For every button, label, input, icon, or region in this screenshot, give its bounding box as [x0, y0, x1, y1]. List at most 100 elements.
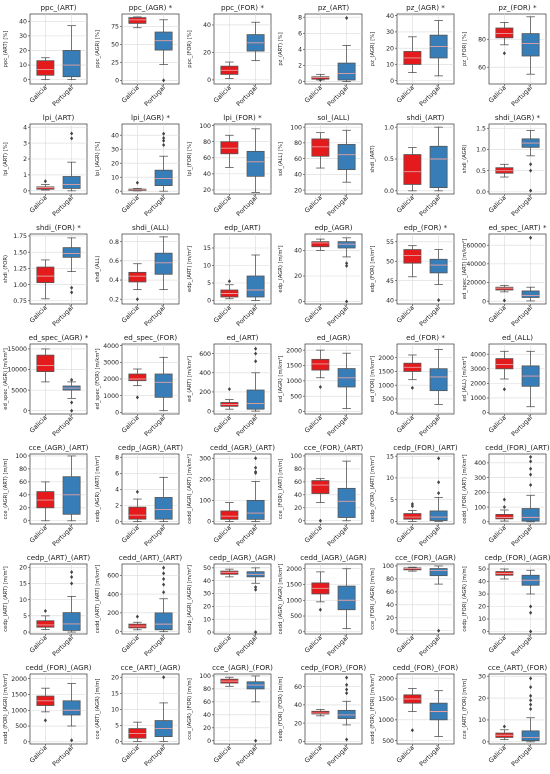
- boxplot-panel: cedp_(FOR)_(ART) 0 5 10 15 cedp_(FOR)_(ART) […: [370, 443, 458, 548]
- box-portugal: [521, 508, 540, 522]
- outlier-point: [437, 456, 441, 461]
- x-category-label: Portugal: [143, 524, 168, 549]
- y-tick-label: 10: [19, 62, 27, 69]
- x-category-label: Galicia: [120, 194, 141, 215]
- y-tick-label: 10: [478, 616, 486, 623]
- x-category-label: Galicia: [28, 304, 49, 325]
- outlier-point: [70, 400, 74, 405]
- outlier-point: [318, 77, 322, 82]
- y-tick-label: 0: [482, 298, 486, 305]
- box-portugal: [337, 585, 356, 611]
- y-tick-label: 60: [386, 589, 394, 596]
- y-tick-label: 1.50: [13, 249, 27, 256]
- y-tick-label: 0: [115, 519, 119, 526]
- box-portugal: [521, 33, 540, 57]
- x-category-label: Galicia: [28, 84, 49, 105]
- outlier-point: [529, 693, 533, 698]
- panel-title: lpi_(ART): [43, 113, 75, 122]
- outlier-point: [227, 387, 231, 392]
- outlier-point: [43, 718, 47, 723]
- box-galicia: [403, 513, 422, 520]
- y-tick-label: 0.4: [109, 277, 119, 284]
- y-tick-label: 60000: [466, 242, 486, 249]
- y-tick-label: 0.75: [13, 298, 27, 305]
- y-tick-label: 40: [386, 297, 394, 304]
- boxplot-panel: pz_(FOR) * 60 80 pz_(FOR) [%] Galicia Portuga…: [462, 3, 547, 108]
- x-category-label: Portugal: [51, 524, 76, 549]
- y-axis-label: cce_(ART)_(FOR) [m/m]: [462, 679, 468, 739]
- box-portugal: [154, 612, 173, 631]
- panel-title: cedd_(FOR)_(ART): [485, 443, 550, 452]
- y-tick-label: 1000: [103, 393, 119, 400]
- box-portugal: [429, 145, 448, 189]
- boxplot-panel: ppc_(FOR) * 0 20 40 ppc_(FOR) [%] Galicia Port…: [187, 3, 272, 108]
- box-portugal: [154, 252, 173, 275]
- boxplot-panel: cce_(FOR)_(AGR) 0 20 40 60 80 100 cce_(FOR)_(AG…: [370, 553, 456, 658]
- y-tick-label: 25: [111, 60, 119, 67]
- outlier-point: [227, 279, 231, 284]
- y-axis-label: sol_(ALL) [%]: [278, 142, 284, 176]
- outlier-point: [529, 610, 533, 615]
- boxplot-panel: shdi_(ART) 0.0 0.5 1.0 shdi_(ART) Galicia Port…: [370, 113, 455, 218]
- y-tick-label: 10: [111, 174, 119, 181]
- y-tick-label: 50: [478, 566, 486, 573]
- box-portugal: [429, 258, 448, 274]
- y-tick-label: 10: [386, 475, 394, 482]
- y-tick-label: 50: [111, 42, 119, 49]
- boxplot-panel: lpi_(ART) 0 1 2 3 4 lpi_(ART) [%] Galicia Portug…: [3, 113, 88, 218]
- y-tick-label: 0: [298, 299, 302, 306]
- box-portugal: [246, 275, 265, 298]
- y-tick-label: 0: [207, 629, 211, 636]
- x-category-label: Portugal: [418, 634, 443, 659]
- x-category-label: Galicia: [487, 634, 508, 655]
- y-tick-label: 1.75: [13, 233, 27, 240]
- y-tick-label: 1000: [286, 597, 302, 604]
- outlier-point: [70, 574, 74, 579]
- boxplot-panel: cedd_(FOR)_(FOR) 500 1000 1500 2000cedd_(FOR…: [370, 663, 458, 768]
- y-tick-label: 8: [298, 14, 302, 21]
- y-tick-label: 40: [203, 712, 211, 719]
- x-category-label: Portugal: [418, 304, 443, 329]
- y-axis-label: ed_(ALL) [m/km²]: [462, 356, 468, 401]
- y-tick-label: 20: [203, 725, 211, 732]
- y-axis-label: ppc_(ART) [%]: [3, 31, 9, 68]
- x-category-label: Portugal: [418, 744, 443, 769]
- y-tick-label: 100: [290, 453, 302, 460]
- x-category-label: Galicia: [212, 304, 233, 325]
- x-category-label: Portugal: [143, 414, 168, 439]
- y-tick-label: 1.0: [476, 147, 486, 154]
- box-galicia: [311, 241, 330, 248]
- box-galicia: [495, 27, 514, 39]
- y-tick-label: 100: [15, 453, 27, 460]
- y-axis-label: cedp_(FOR)_(ART) [m/m²]: [370, 456, 376, 522]
- panel-title: cce_(AGR)_(ART): [29, 443, 89, 452]
- panel-title: ppc_(AGR) *: [129, 3, 173, 12]
- y-tick-label: 20: [478, 695, 486, 702]
- outlier-point: [529, 459, 533, 464]
- x-category-label: Portugal: [51, 744, 76, 769]
- panel-title: cedd_(FOR)_(AGR): [25, 663, 91, 672]
- y-axis-label: pz_(ART) [%]: [278, 32, 284, 65]
- panel-title: cedd_(ART)_(ART): [119, 553, 183, 562]
- y-tick-label: 0: [23, 518, 27, 525]
- outlier-point: [162, 577, 166, 582]
- box-portugal: [246, 499, 265, 520]
- outlier-point: [135, 297, 139, 302]
- y-axis-label: ed_spec_(AGR) [m/km²]: [3, 348, 9, 409]
- boxplot-panel: cedd_(ART)_(ART) 0 200 400 600 cedd_(ART)_(AR…: [95, 553, 182, 658]
- y-tick-label: 15: [19, 581, 27, 588]
- boxplot-panel: lpi_(FOR) * 20 40 60 80 100 lpi_(FOR) [%] Galic…: [187, 113, 272, 218]
- y-tick-label: 0: [207, 77, 211, 84]
- boxplot-panel: ppc_(ART) 0 10 20 30 40 ppc_(ART) [%] Galicia Po…: [3, 3, 88, 108]
- outlier-point: [70, 408, 74, 413]
- y-tick-label: 500: [290, 613, 302, 620]
- y-tick-label: 6: [115, 471, 119, 478]
- y-tick-label: 30: [478, 673, 486, 680]
- x-category-label: Galicia: [28, 524, 49, 545]
- x-category-label: Galicia: [487, 414, 508, 435]
- y-tick-label: 5000: [11, 387, 27, 394]
- y-tick-label: 20: [111, 674, 119, 681]
- x-category-label: Portugal: [418, 524, 443, 549]
